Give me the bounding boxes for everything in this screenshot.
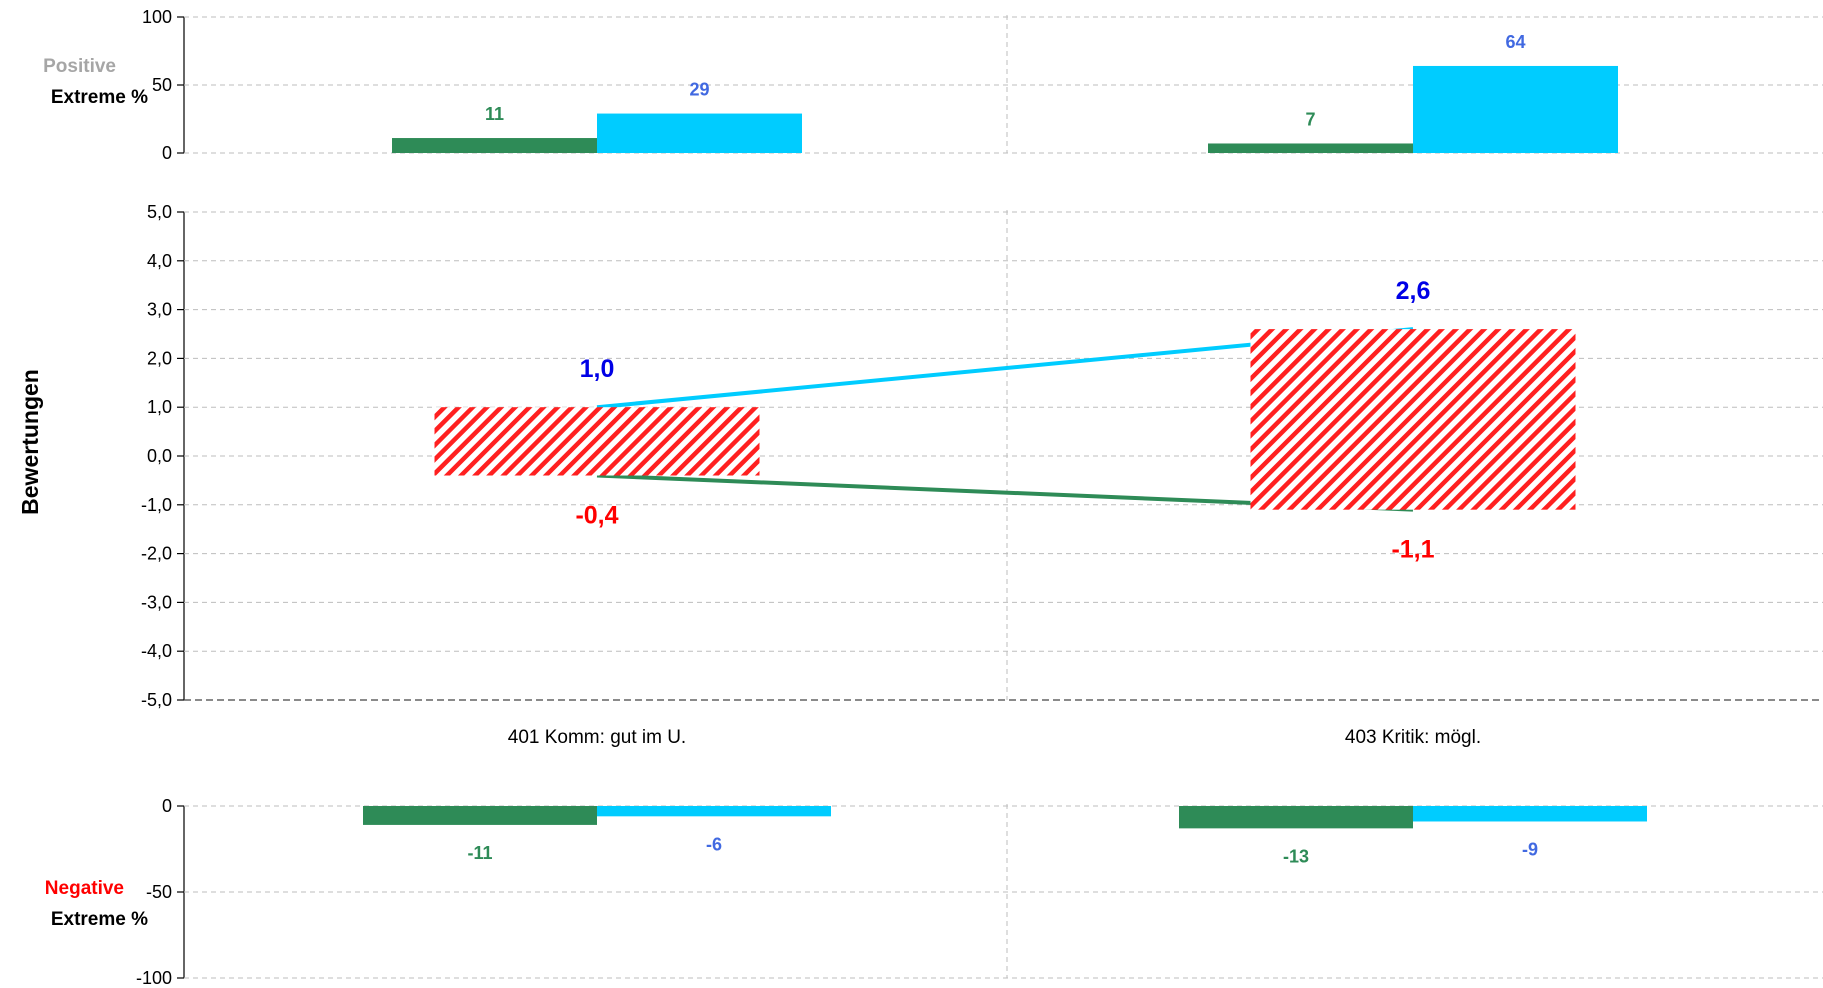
rating-range-bar (434, 407, 760, 476)
y-tick-label: -50 (146, 882, 172, 902)
y-tick-label: 2,0 (147, 348, 172, 368)
y-tick-label: 0,0 (147, 446, 172, 466)
y-tick-label: 50 (152, 75, 172, 95)
negative-bar-value-label: -11 (467, 843, 492, 863)
positive-bar-value-label: 11 (485, 104, 504, 124)
positive-extreme-bar (1413, 65, 1618, 153)
y-tick-label: 0 (162, 143, 172, 163)
range-high-label: 1,0 (580, 355, 615, 383)
positive-bar-value-label: 29 (689, 80, 709, 100)
y-tick-label: 4,0 (147, 251, 172, 271)
negative-extreme-label-line2: Extreme % (51, 909, 148, 930)
y-axis-title: Bewertungen (17, 369, 43, 515)
negative-extreme-bar (363, 806, 597, 825)
negative-extreme-bar (1179, 806, 1413, 829)
y-tick-label: -1,0 (141, 495, 172, 515)
negative-extreme-label-line1: Negative (45, 878, 124, 899)
positive-extreme-label-line1: Positive (43, 56, 116, 77)
y-tick-label: 5,0 (147, 202, 172, 222)
negative-extreme-bar (597, 806, 831, 817)
y-tick-label: -5,0 (141, 690, 172, 710)
category-label: 403 Kritik: mögl. (1345, 727, 1481, 748)
data-labels: 0 50 100 11 29 7 64 -5,0 -4,0 -3,0 -2,0 -1,0 0,0 1,0 2… (136, 7, 1538, 988)
rating-range-bar (1250, 329, 1576, 510)
positive-extreme-bar (597, 113, 802, 153)
range-low-label: -1,1 (1391, 536, 1434, 564)
negative-bar-value-label: -9 (1522, 839, 1538, 859)
positive-bar-value-label: 7 (1305, 109, 1315, 129)
y-tick-label: 100 (142, 7, 172, 27)
y-tick-label: 1,0 (147, 397, 172, 417)
negative-bar-value-label: -13 (1283, 846, 1309, 866)
category-label: 401 Komm: gut im U. (508, 727, 686, 748)
y-tick-label: -4,0 (141, 641, 172, 661)
y-tick-label: -100 (136, 968, 172, 988)
chart-marks (363, 65, 1647, 829)
y-tick-label: -3,0 (141, 592, 172, 612)
positive-extreme-bar (392, 138, 597, 153)
gridlines (177, 15, 1823, 979)
negative-extreme-bar (1413, 806, 1647, 822)
positive-bar-value-label: 64 (1505, 32, 1525, 52)
range-low-label: -0,4 (575, 502, 618, 530)
y-tick-label: 0 (162, 796, 172, 816)
range-high-label: 2,6 (1396, 277, 1431, 305)
y-tick-label: 3,0 (147, 300, 172, 320)
positive-extreme-bar (1208, 143, 1413, 153)
negative-bar-value-label: -6 (706, 834, 722, 854)
y-tick-label: -2,0 (141, 544, 172, 564)
positive-extreme-label-line2: Extreme % (51, 87, 148, 108)
